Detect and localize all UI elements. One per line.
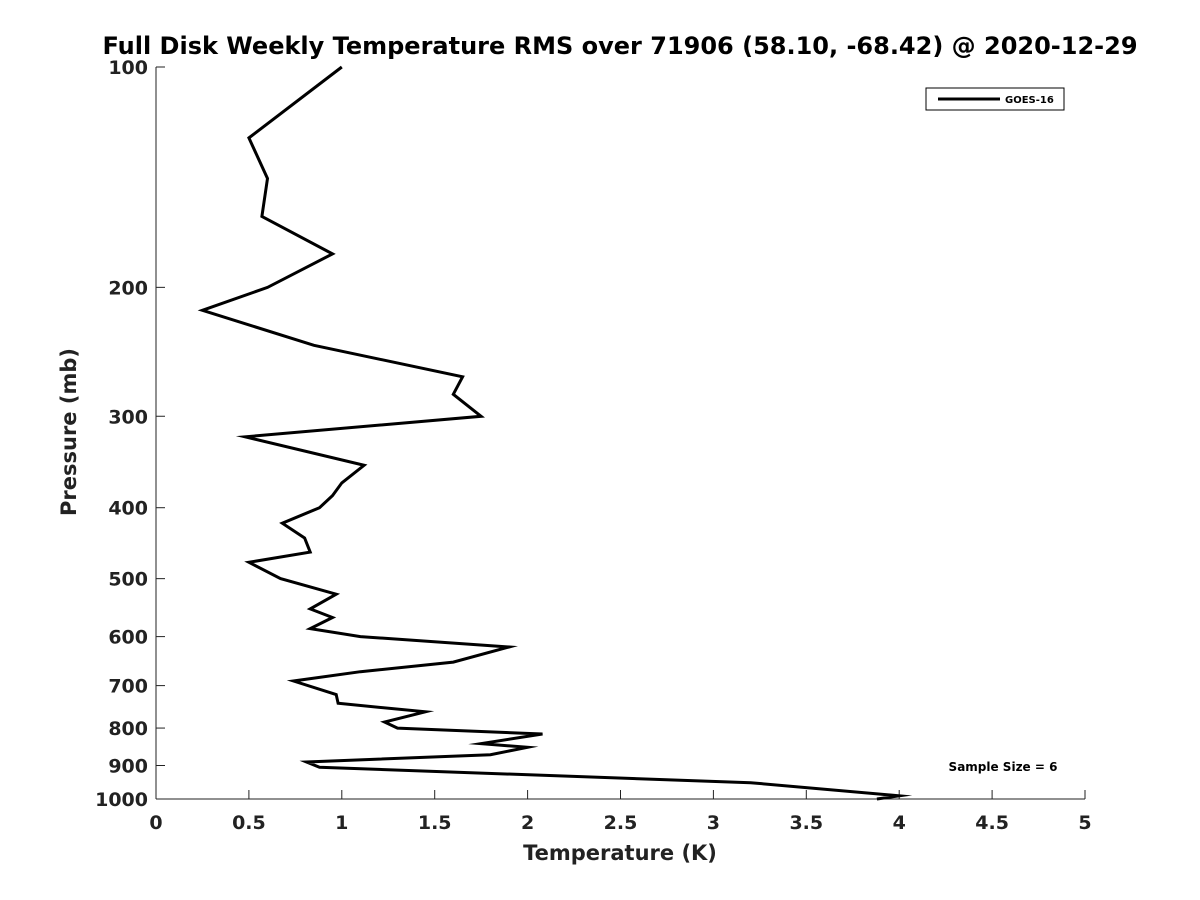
y-tick-label: 700 <box>108 676 148 698</box>
y-tick-label: 200 <box>108 277 148 299</box>
plot-area: 0 0.5 1 1.5 2 2.5 3 3.5 4 4.5 5 100 200 300 400 500 600… <box>95 57 1092 834</box>
x-axis-ticks: 0 0.5 1 1.5 2 2.5 3 3.5 4 4.5 5 <box>149 790 1092 834</box>
x-tick-label: 0.5 <box>232 812 266 834</box>
x-tick-label: 2 <box>521 812 534 834</box>
y-tick-label: 100 <box>108 57 148 79</box>
y-tick-label: 300 <box>108 406 148 428</box>
y-tick-label: 600 <box>108 627 148 649</box>
y-tick-label: 500 <box>108 569 148 591</box>
x-tick-label: 1.5 <box>418 812 452 834</box>
series-line-goes-16 <box>197 65 913 801</box>
legend-label: GOES-16 <box>1005 95 1054 106</box>
x-tick-label: 3 <box>707 812 720 834</box>
x-tick-label: 4.5 <box>975 812 1009 834</box>
sample-size-annotation: Sample Size = 6 <box>949 760 1058 774</box>
x-tick-label: 0 <box>149 812 162 834</box>
x-axis-label: Temperature (K) <box>523 841 717 865</box>
x-tick-label: 1 <box>335 812 348 834</box>
y-tick-label: 400 <box>108 498 148 520</box>
x-tick-label: 5 <box>1078 812 1091 834</box>
x-tick-label: 4 <box>893 812 906 834</box>
series-lines <box>197 65 913 801</box>
chart-title: Full Disk Weekly Temperature RMS over 71… <box>102 32 1137 60</box>
x-tick-label: 2.5 <box>604 812 638 834</box>
y-tick-label: 800 <box>108 718 148 740</box>
y-tick-label: 900 <box>108 756 148 778</box>
x-tick-label: 3.5 <box>789 812 823 834</box>
y-tick-label: 1000 <box>95 789 148 811</box>
legend: GOES-16 <box>925 87 1065 111</box>
y-axis-ticks: 100 200 300 400 500 600 700 800 900 1000 <box>95 57 165 811</box>
y-axis-label: Pressure (mb) <box>57 348 81 516</box>
